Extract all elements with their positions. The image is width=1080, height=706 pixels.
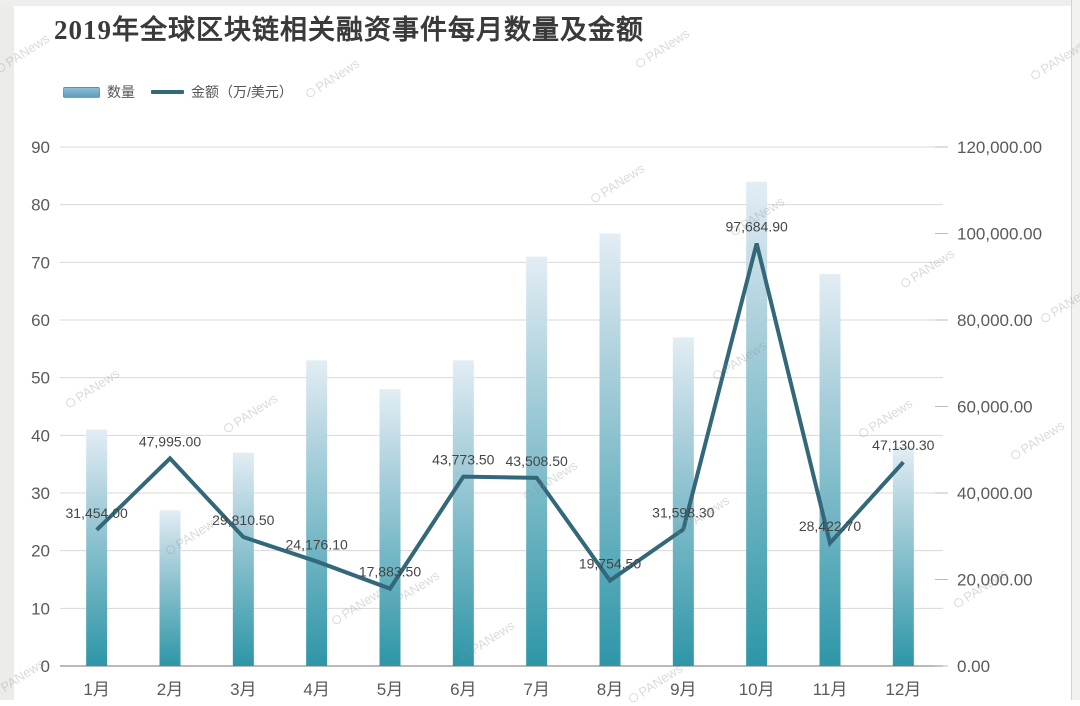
bar-12月: [892, 446, 914, 666]
legend-line-swatch-icon: [151, 90, 184, 94]
data-label-11月: 28,422.70: [799, 518, 861, 534]
month-label-11月: 11月: [813, 680, 848, 699]
left-axis-tick: 70: [31, 253, 50, 272]
left-axis-tick: 90: [31, 138, 50, 157]
month-label-6月: 6月: [450, 680, 476, 699]
left-axis-tick: 20: [31, 542, 50, 561]
gridlines: [60, 146, 943, 667]
bar-9月: [672, 337, 694, 666]
right-axis-tick: 80,000.00: [957, 311, 1033, 330]
bar-5月: [379, 389, 401, 666]
right-axis-ticks: [935, 146, 948, 667]
month-label-7月: 7月: [523, 680, 549, 699]
bar-4月: [306, 360, 328, 666]
month-label-3月: 3月: [230, 680, 256, 699]
legend-line-label: 金额（万/美元）: [191, 84, 293, 100]
left-axis-tick: 30: [31, 484, 50, 503]
bar-7月: [526, 256, 548, 666]
data-label-12月: 47,130.30: [872, 437, 934, 453]
bar-1月: [86, 429, 108, 666]
legend-bar-label: 数量: [107, 84, 135, 100]
bar-11月: [819, 273, 841, 666]
left-axis-tick: 10: [31, 599, 50, 618]
screenshot-edge-top: [0, 0, 1080, 6]
screenshot-edge-right-border: [1071, 0, 1072, 700]
data-label-10月: 97,684.90: [726, 219, 788, 235]
month-label-5月: 5月: [377, 680, 403, 699]
left-axis-tick: 60: [31, 311, 50, 330]
month-label-9月: 9月: [670, 680, 696, 699]
line-data-labels: 31,454.00 47,995.00 29,810.50 24,176.10 17,8…: [66, 219, 935, 580]
data-label-2月: 47,995.00: [139, 433, 201, 449]
bar-2月: [159, 510, 181, 666]
bar-8月: [599, 233, 621, 666]
month-label-12月: 12月: [885, 680, 921, 699]
right-axis-tick: 40,000.00: [957, 484, 1033, 503]
right-axis-tick: 120,000.00: [957, 138, 1042, 157]
data-label-7月: 43,508.50: [506, 453, 568, 469]
bars-series: [86, 181, 914, 666]
data-label-9月: 31,598.30: [652, 504, 714, 520]
right-axis-tick: 0.00: [957, 657, 990, 676]
month-labels: 1月 2月 3月 4月 5月 6月 7月 8月 9月 10月 11月 12月: [83, 680, 921, 699]
data-label-5月: 17,883.50: [359, 564, 421, 580]
chart-legend: 数量 金额（万/美元）: [63, 82, 293, 102]
data-label-8月: 19,754.50: [579, 556, 641, 572]
month-label-4月: 4月: [303, 680, 329, 699]
month-label-10月: 10月: [739, 680, 775, 699]
legend-bar-swatch-icon: [63, 86, 100, 98]
left-axis-tick: 0: [41, 657, 50, 676]
month-label-2月: 2月: [157, 680, 183, 699]
left-axis-tick: 50: [31, 369, 50, 388]
amount-line-series: [95, 243, 905, 592]
bar-6月: [452, 360, 474, 666]
chart-title: 2019年全球区块链相关融资事件每月数量及金额: [54, 15, 644, 45]
right-axis-labels: 0.00 20,000.00 40,000.00 60,000.00 80,000.00…: [957, 138, 1042, 676]
month-label-8月: 8月: [597, 680, 623, 699]
screenshot-edge-left: [0, 0, 14, 700]
bar-10月: [746, 181, 768, 666]
right-axis-tick: 20,000.00: [957, 571, 1033, 590]
data-label-1月: 31,454.00: [66, 505, 128, 521]
data-label-4月: 24,176.10: [286, 536, 348, 552]
bar-3月: [232, 452, 254, 666]
month-label-1月: 1月: [83, 680, 109, 699]
right-axis-tick: 100,000.00: [957, 225, 1042, 244]
left-axis-tick: 80: [31, 196, 50, 215]
data-label-3月: 29,810.50: [212, 512, 274, 528]
screenshot-edge-right: [1072, 0, 1080, 700]
data-label-6月: 43,773.50: [432, 452, 494, 468]
right-axis-tick: 60,000.00: [957, 398, 1033, 417]
left-axis-labels: 0 10 20 30 40 50 60 70 80 90: [31, 138, 50, 676]
left-axis-tick: 40: [31, 426, 50, 445]
